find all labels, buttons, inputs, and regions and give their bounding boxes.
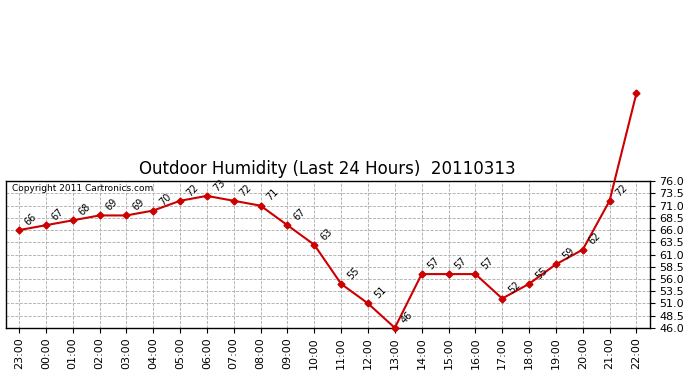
Text: 68: 68 (77, 202, 92, 217)
Text: 94: 94 (0, 374, 1, 375)
Text: 70: 70 (157, 192, 173, 208)
Text: 69: 69 (104, 197, 119, 213)
Text: 62: 62 (587, 231, 603, 247)
Title: Outdoor Humidity (Last 24 Hours)  20110313: Outdoor Humidity (Last 24 Hours) 2011031… (139, 160, 516, 178)
Text: 46: 46 (399, 309, 415, 325)
Text: 55: 55 (345, 265, 361, 281)
Text: 55: 55 (533, 265, 549, 281)
Text: 57: 57 (480, 255, 495, 271)
Text: 72: 72 (184, 182, 200, 198)
Text: 67: 67 (50, 207, 66, 222)
Text: 71: 71 (265, 187, 281, 203)
Text: 67: 67 (292, 207, 308, 222)
Text: 63: 63 (319, 226, 334, 242)
Text: 69: 69 (130, 197, 146, 213)
Text: Copyright 2011 Cartronics.com: Copyright 2011 Cartronics.com (12, 184, 153, 193)
Text: 57: 57 (453, 255, 469, 271)
Text: 66: 66 (23, 211, 39, 227)
Text: 51: 51 (372, 285, 388, 301)
Text: 73: 73 (211, 177, 227, 193)
Text: 72: 72 (613, 182, 630, 198)
Text: 59: 59 (560, 246, 576, 261)
Text: 72: 72 (238, 182, 254, 198)
Text: 57: 57 (426, 255, 442, 271)
Text: 52: 52 (506, 280, 522, 296)
